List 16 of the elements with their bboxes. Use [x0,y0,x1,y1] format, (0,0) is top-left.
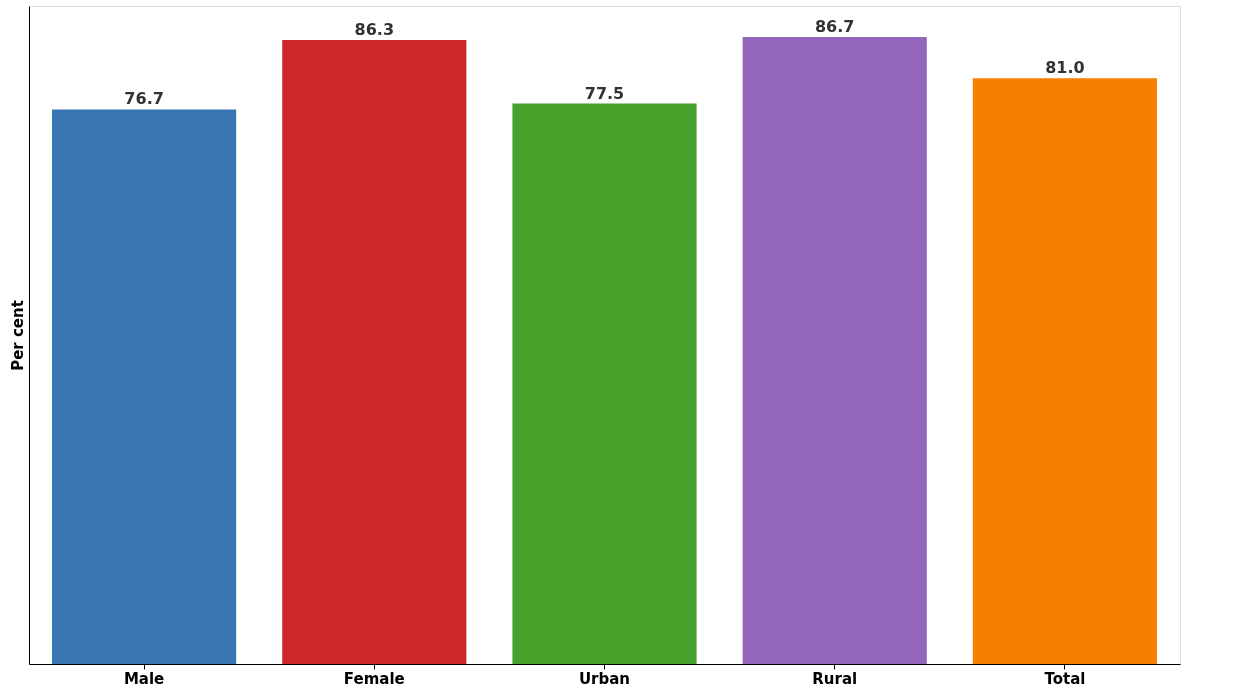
data-label: 81.0 [1045,58,1085,78]
x-tick-label: Rural [812,669,858,688]
bar [282,39,467,664]
bar [52,109,237,664]
x-tick-label: Female [343,669,405,688]
x-tick-label: Male [123,669,165,688]
bar [972,78,1157,664]
bar [512,103,697,664]
data-label: 77.5 [584,83,625,103]
data-label: 86.7 [814,17,855,37]
x-tick-label: Total [1044,669,1086,688]
x-tick-label: Urban [578,669,631,688]
y-axis-title: Per cent [8,300,27,371]
data-label: 86.3 [354,19,395,39]
bar [742,37,927,664]
data-label: 76.7 [124,89,164,109]
